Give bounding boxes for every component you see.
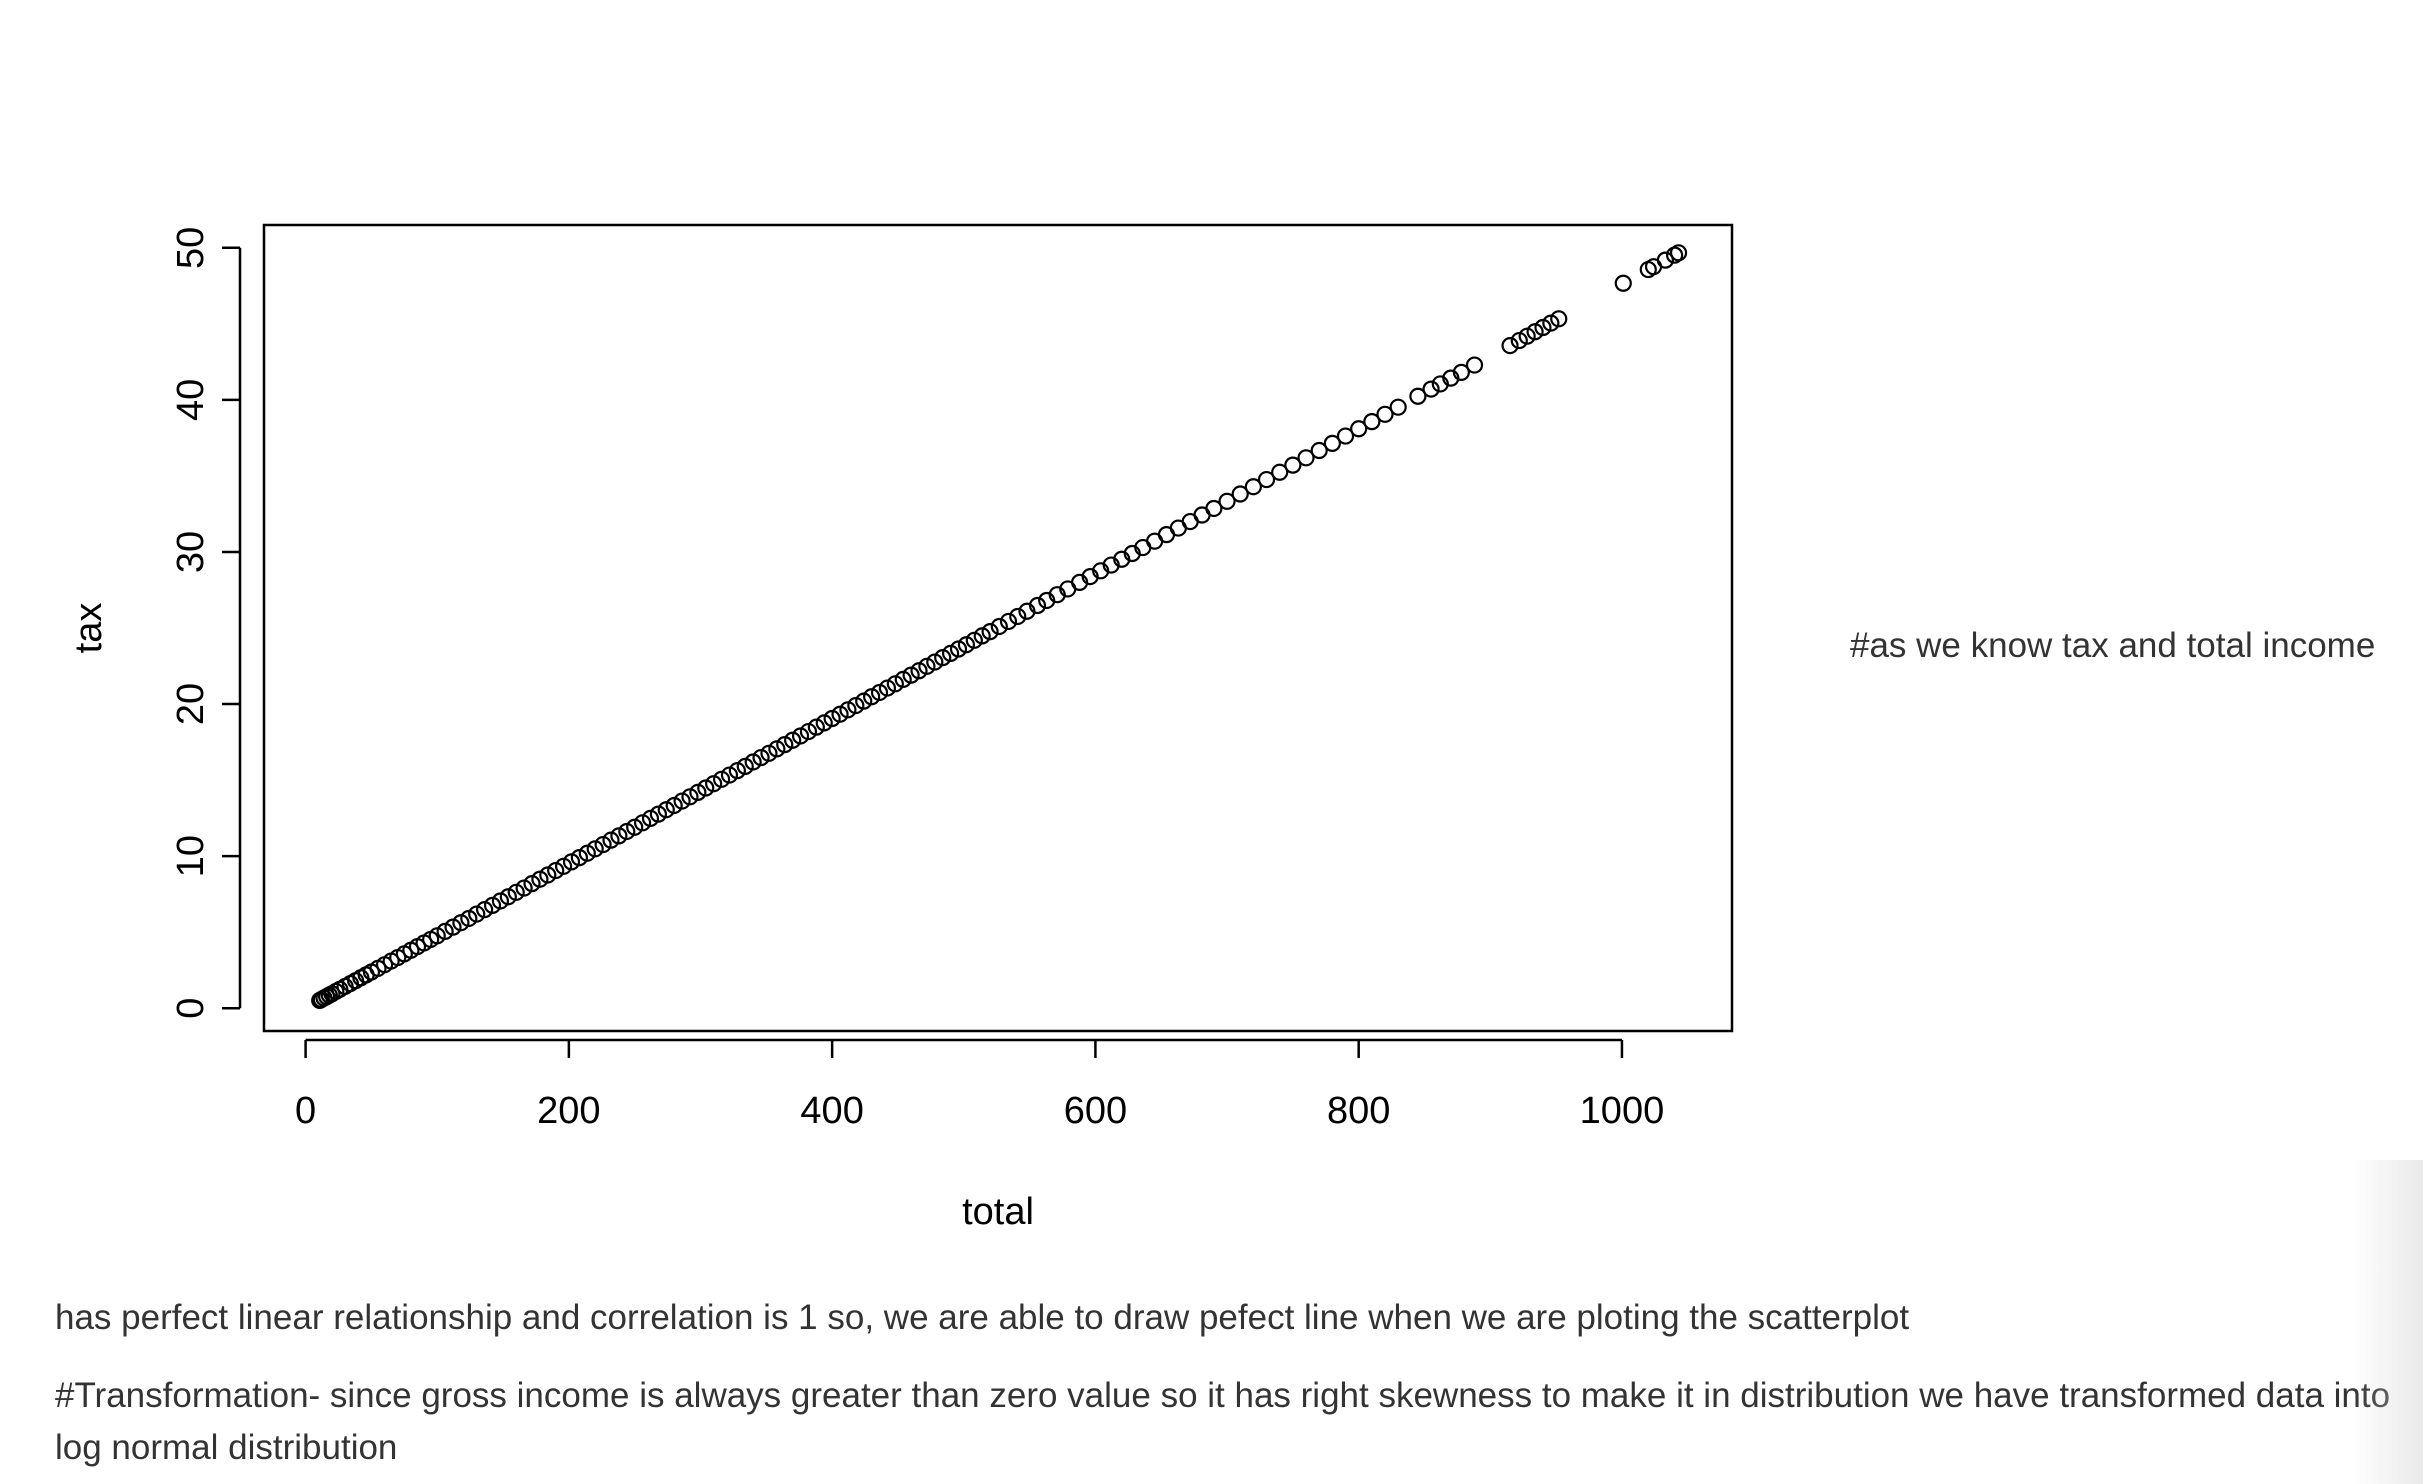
data-point bbox=[1231, 485, 1249, 503]
y-tick-label: 0 bbox=[170, 998, 212, 1019]
x-tick-label: 0 bbox=[295, 1090, 316, 1132]
data-point bbox=[999, 612, 1018, 631]
y-axis: 0 10 20 30 40 50 bbox=[170, 227, 242, 1019]
data-points bbox=[311, 244, 1688, 1010]
data-point bbox=[1009, 607, 1027, 626]
data-point bbox=[1336, 427, 1355, 445]
plot-frame bbox=[262, 223, 1734, 1033]
y-tick-label: 50 bbox=[170, 227, 212, 269]
y-tick-label: 30 bbox=[170, 531, 212, 573]
data-point bbox=[1669, 244, 1688, 262]
data-point bbox=[1656, 251, 1674, 269]
data-point bbox=[1363, 413, 1381, 431]
data-point bbox=[1409, 387, 1427, 405]
data-point bbox=[1028, 596, 1047, 615]
data-point bbox=[1376, 405, 1394, 423]
data-point bbox=[1284, 456, 1302, 474]
x-axis: 0 200 400 600 800 1000 bbox=[295, 1038, 1665, 1132]
data-point bbox=[1452, 363, 1470, 381]
y-tick-label: 10 bbox=[170, 835, 212, 877]
data-point bbox=[1501, 336, 1519, 355]
data-point bbox=[1271, 463, 1289, 481]
scatter-plot: 0 200 400 600 800 1000 0 10 20 30 40 50 total tax bbox=[68, 223, 1734, 1233]
data-point bbox=[1350, 420, 1368, 438]
data-point bbox=[1257, 470, 1276, 489]
data-point bbox=[1244, 478, 1262, 496]
data-point bbox=[1323, 434, 1341, 452]
x-tick-label: 400 bbox=[800, 1090, 863, 1132]
paragraph-1: has perfect linear relationship and corr… bbox=[55, 1298, 1910, 1337]
x-tick-label: 1000 bbox=[1580, 1090, 1665, 1132]
y-axis-label: tax bbox=[68, 603, 110, 654]
data-point bbox=[1205, 499, 1223, 518]
data-point bbox=[1310, 441, 1328, 460]
x-tick-label: 200 bbox=[537, 1090, 600, 1132]
edge-shadow bbox=[2353, 1160, 2423, 1484]
x-tick-label: 800 bbox=[1327, 1090, 1390, 1132]
data-point bbox=[1550, 310, 1568, 328]
data-point bbox=[981, 623, 999, 641]
data-point bbox=[1218, 492, 1236, 510]
paragraph-2: #Transformation- since gross income is a… bbox=[55, 1376, 2391, 1467]
data-point bbox=[1614, 274, 1632, 292]
y-tick-label: 40 bbox=[170, 379, 212, 421]
data-point bbox=[1422, 380, 1440, 398]
data-point bbox=[1465, 356, 1484, 374]
side-note: #as we know tax and total income bbox=[1850, 626, 2376, 665]
x-axis-label: total bbox=[962, 1191, 1034, 1233]
data-point bbox=[1389, 398, 1407, 416]
data-point bbox=[990, 617, 1008, 636]
y-tick-label: 20 bbox=[170, 683, 212, 725]
x-tick-label: 600 bbox=[1064, 1090, 1127, 1132]
data-point bbox=[1297, 449, 1315, 467]
